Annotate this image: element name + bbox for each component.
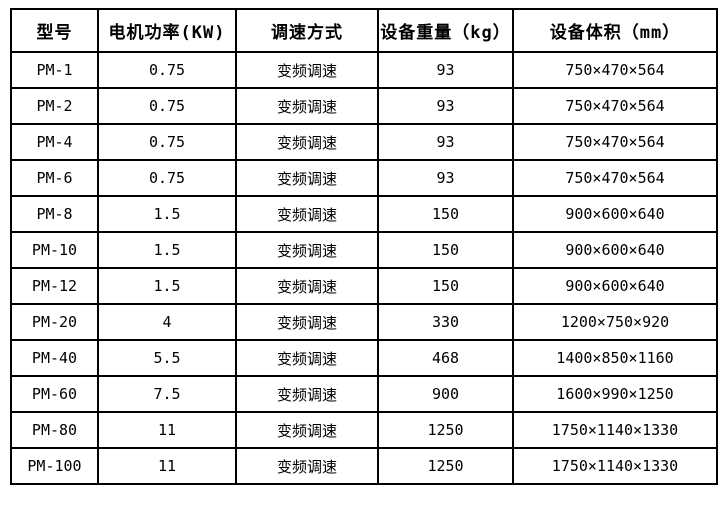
- cell-volume: 750×470×564: [512, 123, 718, 161]
- cell-motor-power: 0.75: [97, 51, 237, 89]
- cell-motor-power: 0.75: [97, 87, 237, 125]
- cell-model: PM-4: [10, 123, 99, 161]
- cell-weight: 468: [377, 339, 514, 377]
- cell-speed-control: 变频调速: [235, 339, 379, 377]
- table-row: PM-10 1.5 变频调速 150 900×600×640: [10, 231, 718, 269]
- cell-model: PM-40: [10, 339, 99, 377]
- column-header-volume: 设备体积（mm）: [512, 8, 718, 53]
- cell-model: PM-100: [10, 447, 99, 485]
- cell-motor-power: 1.5: [97, 267, 237, 305]
- table-row: PM-100 11 变频调速 1250 1750×1140×1330: [10, 447, 718, 485]
- cell-speed-control: 变频调速: [235, 411, 379, 449]
- cell-volume: 900×600×640: [512, 231, 718, 269]
- column-header-speed-control: 调速方式: [235, 8, 379, 53]
- cell-motor-power: 4: [97, 303, 237, 341]
- cell-motor-power: 0.75: [97, 123, 237, 161]
- cell-motor-power: 11: [97, 411, 237, 449]
- cell-speed-control: 变频调速: [235, 447, 379, 485]
- cell-model: PM-2: [10, 87, 99, 125]
- cell-speed-control: 变频调速: [235, 87, 379, 125]
- table-header-row: 型号 电机功率(KW) 调速方式 设备重量（kg） 设备体积（mm）: [10, 8, 718, 53]
- cell-speed-control: 变频调速: [235, 267, 379, 305]
- cell-volume: 900×600×640: [512, 195, 718, 233]
- cell-motor-power: 1.5: [97, 195, 237, 233]
- cell-speed-control: 变频调速: [235, 303, 379, 341]
- cell-speed-control: 变频调速: [235, 159, 379, 197]
- cell-weight: 150: [377, 267, 514, 305]
- table-row: PM-4 0.75 变频调速 93 750×470×564: [10, 123, 718, 161]
- cell-weight: 93: [377, 159, 514, 197]
- table-row: PM-80 11 变频调速 1250 1750×1140×1330: [10, 411, 718, 449]
- cell-weight: 330: [377, 303, 514, 341]
- cell-weight: 93: [377, 51, 514, 89]
- cell-speed-control: 变频调速: [235, 123, 379, 161]
- cell-weight: 1250: [377, 411, 514, 449]
- cell-model: PM-60: [10, 375, 99, 413]
- cell-volume: 750×470×564: [512, 51, 718, 89]
- table-row: PM-40 5.5 变频调速 468 1400×850×1160: [10, 339, 718, 377]
- cell-motor-power: 5.5: [97, 339, 237, 377]
- table-row: PM-60 7.5 变频调速 900 1600×990×1250: [10, 375, 718, 413]
- cell-weight: 150: [377, 195, 514, 233]
- cell-motor-power: 11: [97, 447, 237, 485]
- cell-weight: 93: [377, 87, 514, 125]
- cell-volume: 1600×990×1250: [512, 375, 718, 413]
- cell-weight: 150: [377, 231, 514, 269]
- cell-volume: 1750×1140×1330: [512, 447, 718, 485]
- cell-motor-power: 1.5: [97, 231, 237, 269]
- cell-weight: 1250: [377, 447, 514, 485]
- cell-volume: 750×470×564: [512, 159, 718, 197]
- cell-volume: 900×600×640: [512, 267, 718, 305]
- table-row: PM-12 1.5 变频调速 150 900×600×640: [10, 267, 718, 305]
- column-header-weight: 设备重量（kg）: [377, 8, 514, 53]
- cell-weight: 900: [377, 375, 514, 413]
- cell-speed-control: 变频调速: [235, 231, 379, 269]
- cell-motor-power: 0.75: [97, 159, 237, 197]
- cell-model: PM-12: [10, 267, 99, 305]
- cell-speed-control: 变频调速: [235, 195, 379, 233]
- cell-volume: 1750×1140×1330: [512, 411, 718, 449]
- table-row: PM-8 1.5 变频调速 150 900×600×640: [10, 195, 718, 233]
- cell-volume: 1400×850×1160: [512, 339, 718, 377]
- column-header-motor-power: 电机功率(KW): [97, 8, 237, 53]
- table-row: PM-20 4 变频调速 330 1200×750×920: [10, 303, 718, 341]
- table-row: PM-2 0.75 变频调速 93 750×470×564: [10, 87, 718, 125]
- cell-model: PM-10: [10, 231, 99, 269]
- product-spec-table: 型号 电机功率(KW) 调速方式 设备重量（kg） 设备体积（mm） PM-1 0.75 变…: [10, 8, 718, 485]
- column-header-model: 型号: [10, 8, 99, 53]
- cell-model: PM-6: [10, 159, 99, 197]
- cell-speed-control: 变频调速: [235, 51, 379, 89]
- cell-model: PM-20: [10, 303, 99, 341]
- cell-motor-power: 7.5: [97, 375, 237, 413]
- cell-volume: 1200×750×920: [512, 303, 718, 341]
- cell-model: PM-1: [10, 51, 99, 89]
- cell-volume: 750×470×564: [512, 87, 718, 125]
- cell-model: PM-80: [10, 411, 99, 449]
- cell-weight: 93: [377, 123, 514, 161]
- table-row: PM-1 0.75 变频调速 93 750×470×564: [10, 51, 718, 89]
- cell-model: PM-8: [10, 195, 99, 233]
- cell-speed-control: 变频调速: [235, 375, 379, 413]
- table-row: PM-6 0.75 变频调速 93 750×470×564: [10, 159, 718, 197]
